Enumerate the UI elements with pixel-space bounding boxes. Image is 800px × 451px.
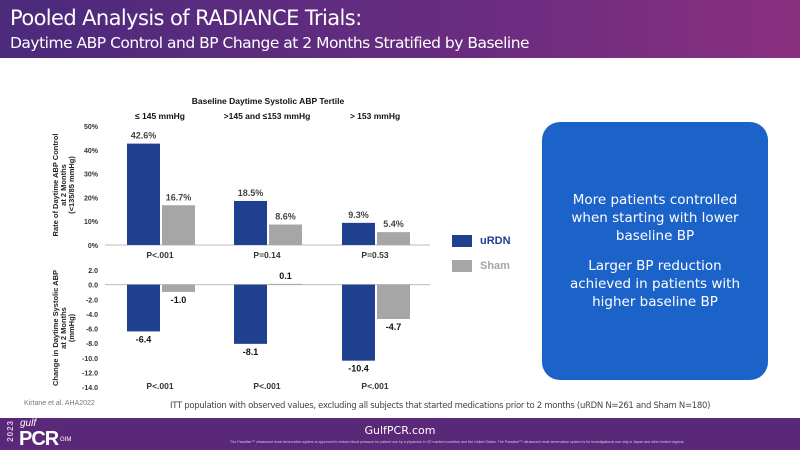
bar-sham [269, 224, 302, 245]
category-label: >145 and ≤153 mmHg [224, 111, 311, 121]
slide-subtitle: Daytime ABP Control and BP Change at 2 M… [10, 34, 530, 52]
data-label: 16.7% [166, 192, 192, 202]
data-label: 42.6% [131, 131, 157, 141]
category-label: ≤ 145 mmHg [135, 111, 185, 121]
legend-swatch-sham [452, 260, 472, 272]
data-label: 18.5% [238, 188, 264, 198]
category-label: > 153 mmHg [350, 111, 400, 121]
bar-sham [377, 232, 410, 245]
finding-1: More patients controlled when starting w… [571, 192, 739, 244]
bar-urdn [234, 200, 267, 245]
citation: Kirtane et al. AHA2022 [24, 400, 95, 407]
bar-sham [269, 283, 302, 285]
y-tick-label: 0.0 [88, 283, 98, 290]
slide-header: Pooled Analysis of RADIANCE Trials: Dayt… [0, 0, 800, 58]
key-findings-callout: More patients controlled when starting w… [542, 122, 768, 380]
data-label: 5.4% [383, 219, 404, 229]
bar-urdn [342, 284, 375, 361]
p-value: P<.001 [253, 381, 280, 391]
y-tick-label: -14.0 [82, 385, 98, 392]
chart-title: Baseline Daytime Systolic ABP Tertile [192, 96, 345, 106]
data-label: 0.1 [279, 271, 292, 281]
data-label: -6.4 [136, 334, 152, 344]
y-tick-label: -10.0 [82, 356, 98, 363]
y-tick-label: 40% [84, 148, 99, 155]
y-tick-label: -12.0 [82, 370, 98, 377]
y-tick-label: 2.0 [88, 268, 98, 275]
legend-label-sham: Sham [480, 260, 510, 272]
fine-print: The Paradise™ ultrasound renal denervati… [230, 440, 685, 444]
site-link[interactable]: GulfPCR.com [364, 424, 436, 437]
y-axis-label: at 2 Months [59, 164, 68, 206]
data-label: 8.6% [275, 212, 296, 222]
data-label: -4.7 [386, 322, 402, 332]
y-tick-label: -8.0 [86, 341, 98, 348]
legend-urdn: uRDN [452, 235, 511, 247]
legend-swatch-urdn [452, 235, 472, 247]
data-label: -1.0 [171, 295, 187, 305]
y-tick-label: -2.0 [86, 297, 98, 304]
data-label: -8.1 [243, 347, 259, 357]
y-axis-label: (mmHg) [67, 313, 76, 342]
y-tick-label: -6.0 [86, 327, 98, 334]
bar-urdn [342, 222, 375, 245]
p-value: P<.001 [146, 250, 173, 260]
bar-urdn [234, 284, 267, 344]
slide-title: Pooled Analysis of RADIANCE Trials: [10, 6, 362, 30]
y-tick-label: 0% [88, 243, 99, 250]
p-value: P<.001 [361, 381, 388, 391]
logo-sub: GIM [60, 437, 72, 443]
bar-sham [377, 284, 410, 319]
y-axis-label: Change in Daytime Systolic ABP [51, 270, 60, 386]
legend-sham: Sham [452, 260, 510, 272]
footer: 2023 gulf PCR GIM GulfPCR.com The Paradi… [0, 418, 800, 450]
y-axis-label: at 2 Months [59, 307, 68, 349]
p-value: P=0.53 [361, 250, 388, 260]
y-tick-label: 20% [84, 195, 99, 202]
y-tick-label: 50% [84, 124, 99, 131]
y-tick-label: 30% [84, 172, 99, 179]
logo-pcr: PCR [19, 428, 59, 450]
p-value: P=0.14 [253, 250, 280, 260]
y-axis-label: Rate of Daytime ABP Control [51, 134, 60, 237]
y-tick-label: -4.0 [86, 312, 98, 319]
finding-2: Larger BP reduction achieved in patients… [569, 258, 741, 310]
data-label: 9.3% [348, 210, 369, 220]
bar-sham [162, 284, 195, 292]
y-tick-label: 10% [84, 219, 99, 226]
population-note: ITT population with observed values, exc… [170, 401, 711, 411]
legend-label-urdn: uRDN [480, 235, 511, 247]
bar-urdn [127, 284, 160, 332]
y-axis-label: (<135/85 mmHg) [67, 156, 76, 214]
bar-sham [162, 205, 195, 245]
p-value: P<.001 [146, 381, 173, 391]
bar-urdn [127, 143, 160, 245]
data-label: -10.4 [348, 364, 369, 374]
logo-gulf: gulf [20, 418, 37, 429]
